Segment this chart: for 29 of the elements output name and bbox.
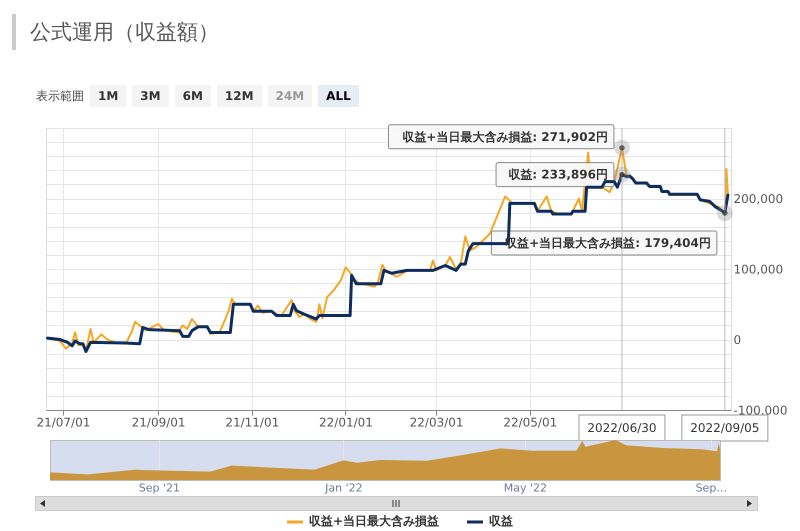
annotation: 収益+当日最大含み損益: 179,404円 bbox=[505, 236, 711, 250]
x-tick-label: Sep… bbox=[696, 482, 728, 494]
y-tick-label: 0 bbox=[734, 333, 742, 347]
x-tick-label: 21/11/01 bbox=[225, 416, 280, 430]
legend-label: 収益 bbox=[489, 513, 514, 530]
x-tick-label: May '22 bbox=[504, 482, 548, 494]
x-tick-label: 22/05/01 bbox=[503, 416, 558, 430]
annotation: 収益: 233,896円 bbox=[508, 168, 608, 182]
text: 1M bbox=[90, 85, 126, 107]
ref-line-label: 2022/06/30 bbox=[587, 421, 657, 435]
x-tick-label: 21/09/01 bbox=[132, 416, 186, 430]
y-tick-label: 200,000 bbox=[734, 192, 784, 206]
text: ALL bbox=[318, 85, 359, 107]
text: 24M bbox=[268, 85, 312, 107]
x-tick-label: Sep '21 bbox=[138, 482, 180, 494]
chart-title: 公式運用（収益額） bbox=[12, 14, 219, 50]
x-tick-label: 22/01/01 bbox=[319, 416, 373, 430]
y-tick-label: -100,000 bbox=[734, 404, 788, 418]
x-tick-label: Jan '22 bbox=[324, 482, 363, 494]
annotation: 収益+当日最大含み損益: 271,902円 bbox=[402, 130, 608, 144]
legend-label: 収益+当日最大含み損益 bbox=[308, 513, 440, 530]
text: 表示範囲 bbox=[36, 88, 84, 104]
x-tick-label: 22/03/01 bbox=[410, 416, 464, 430]
text: 3M bbox=[132, 85, 169, 107]
x-tick-label: 21/07/01 bbox=[36, 416, 90, 430]
text: 6M bbox=[174, 85, 211, 107]
text: 12M bbox=[216, 85, 262, 107]
y-tick-label: 100,000 bbox=[734, 262, 784, 276]
ref-line-label: 2022/09/05 bbox=[690, 421, 760, 435]
